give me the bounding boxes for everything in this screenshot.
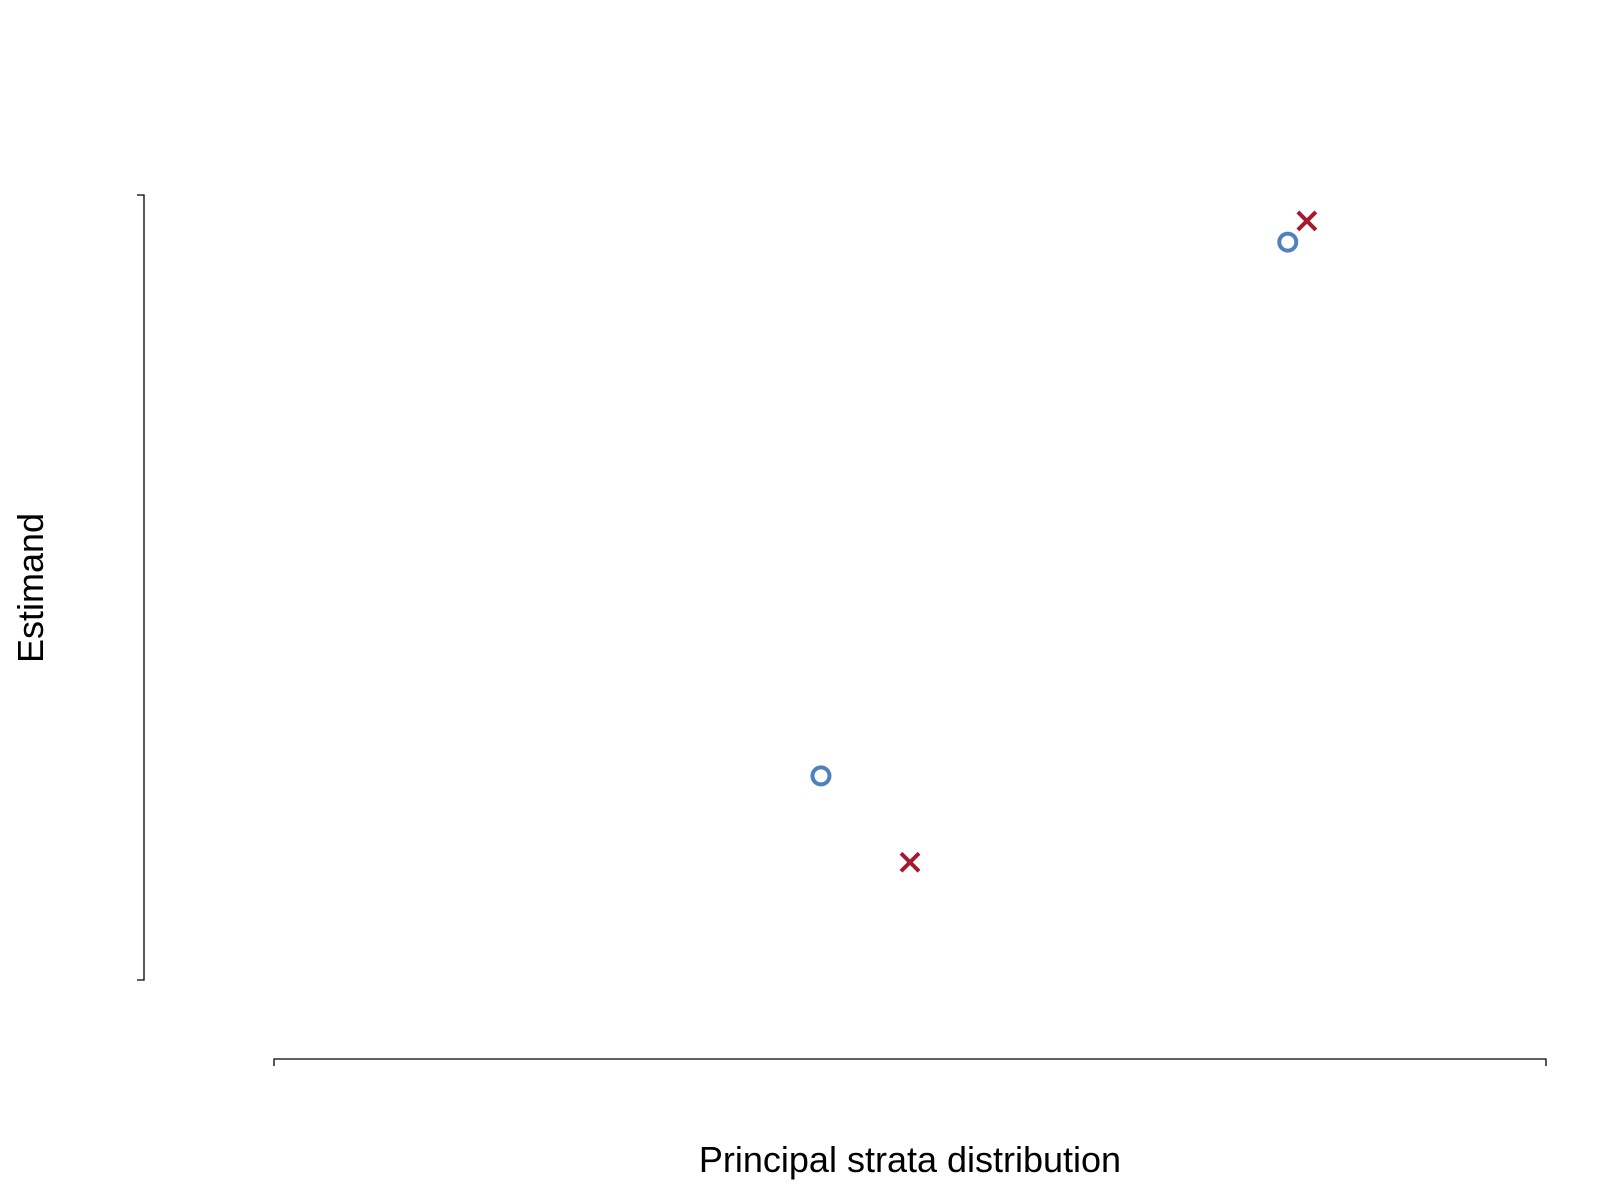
circle-point-1 — [810, 765, 832, 787]
plot-marks — [810, 210, 1318, 873]
y-axis-line — [137, 194, 145, 981]
cross-point-1 — [899, 851, 921, 873]
x-axis-line — [273, 1058, 1547, 1066]
cross-point-2 — [1296, 210, 1318, 232]
x-axis — [273, 1058, 1547, 1066]
y-axis — [137, 194, 145, 981]
x-axis-title: Principal strata distribution — [699, 1139, 1121, 1180]
y-axis-title: Estimand — [10, 513, 51, 663]
circle-point-2 — [1277, 231, 1299, 253]
